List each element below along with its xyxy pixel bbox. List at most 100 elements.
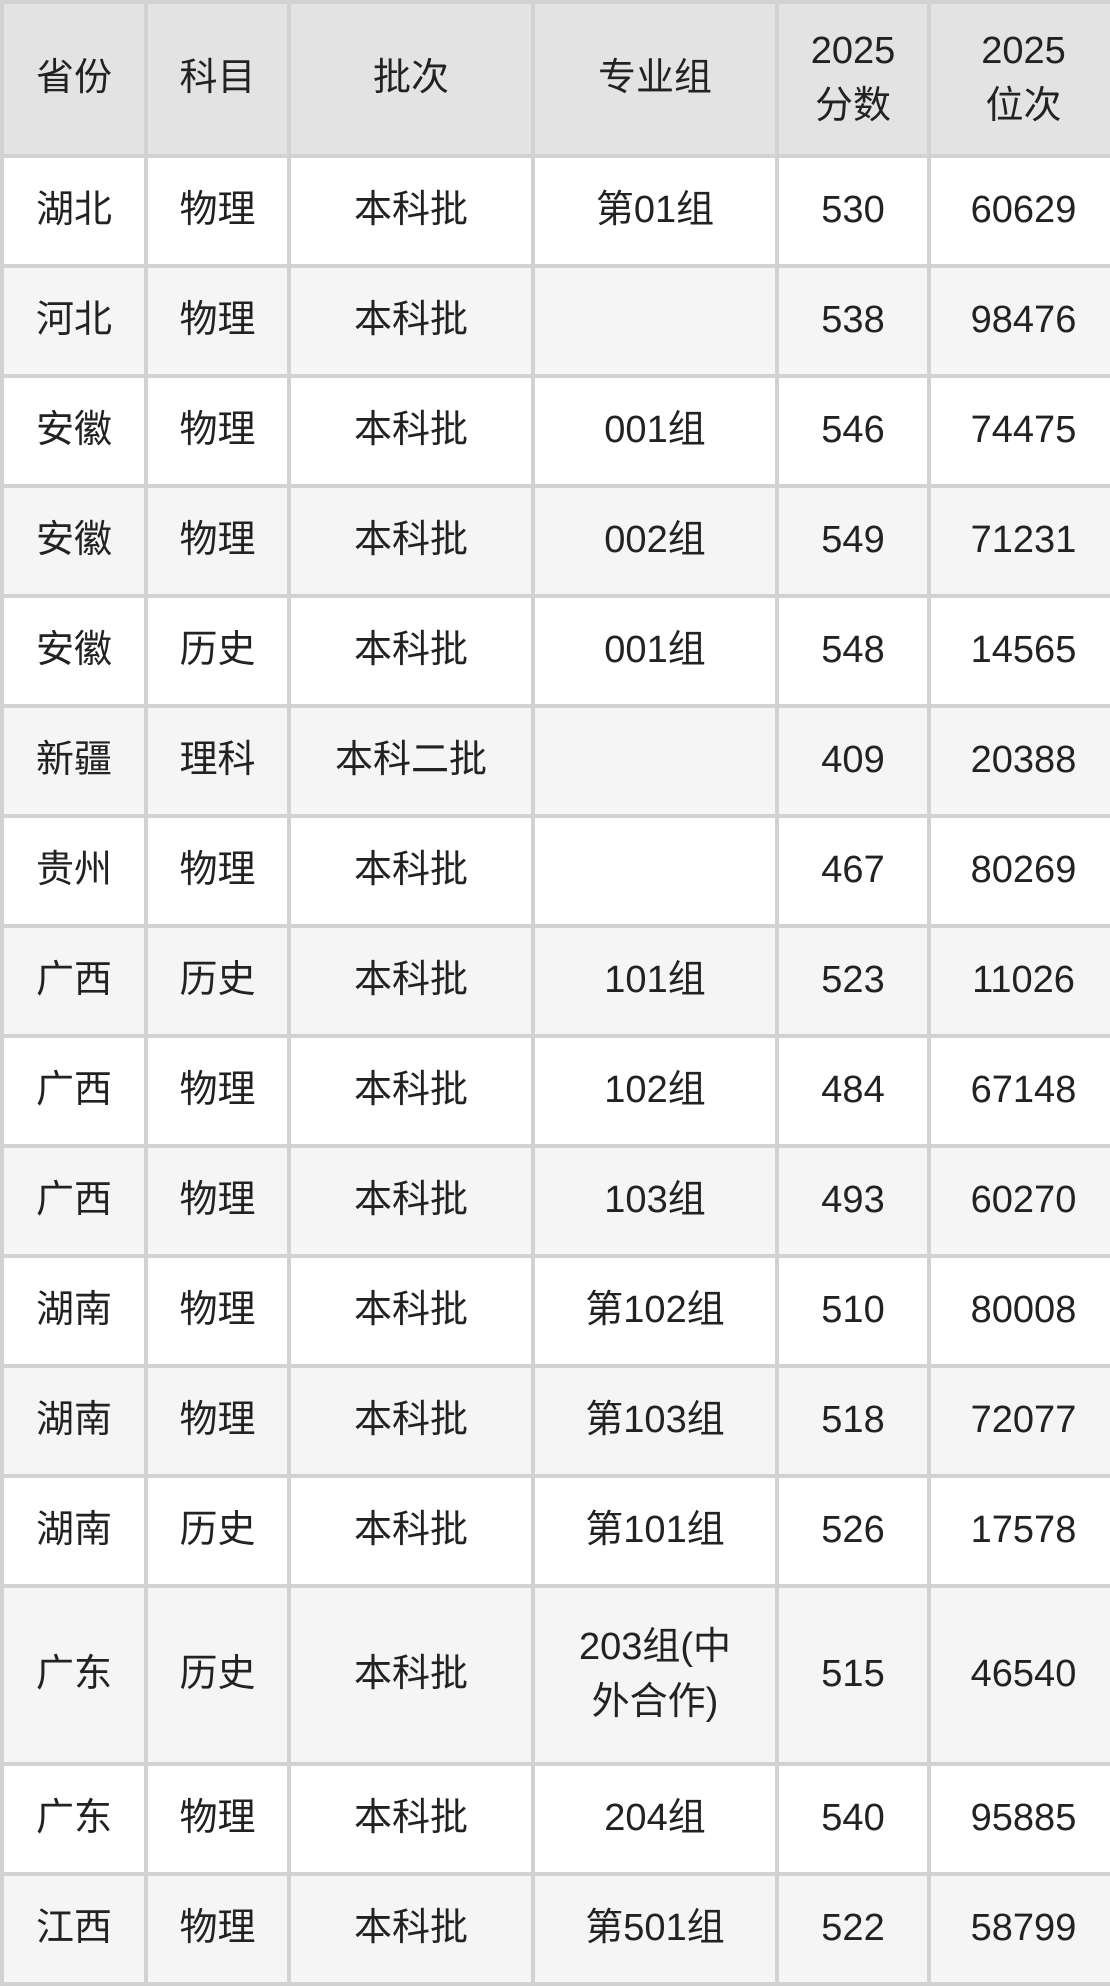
cell-batch: 本科批 <box>287 814 535 928</box>
cell-rank: 74475 <box>927 374 1110 488</box>
cell-score: 515 <box>775 1584 931 1766</box>
group-text: 第01组 <box>595 189 715 232</box>
cell-province: 贵州 <box>0 814 148 928</box>
cell-province: 安徽 <box>0 594 148 708</box>
table-row: 安徽 物理 本科批 002组 549 71231 <box>0 484 1110 598</box>
table-row: 湖南 物理 本科批 第102组 510 80008 <box>0 1254 1110 1368</box>
cell-group <box>531 704 779 818</box>
cell-batch: 本科批 <box>287 924 535 1038</box>
cell-batch: 本科批 <box>287 1474 535 1588</box>
col-header-score-line: 分数 <box>814 85 891 127</box>
table-row: 安徽 历史 本科批 001组 548 14565 <box>0 594 1110 708</box>
cell-province: 安徽 <box>0 374 148 488</box>
cell-subject: 历史 <box>144 1584 291 1766</box>
cell-subject: 物理 <box>144 1762 291 1876</box>
group-text: 第103组 <box>585 1399 725 1442</box>
cell-rank: 20388 <box>927 704 1110 818</box>
col-header-group-line: 专业组 <box>597 57 712 100</box>
table-row: 广西 历史 本科批 101组 523 11026 <box>0 924 1110 1038</box>
cell-score: 409 <box>775 704 931 818</box>
table-row: 广东 物理 本科批 204组 540 95885 <box>0 1762 1110 1876</box>
cell-subject: 历史 <box>144 594 291 708</box>
cell-group: 第102组 <box>531 1254 779 1368</box>
cell-rank: 17578 <box>927 1474 1110 1588</box>
table-row: 湖南 历史 本科批 第101组 526 17578 <box>0 1474 1110 1588</box>
cell-score: 549 <box>775 484 931 598</box>
cell-rank: 58799 <box>927 1872 1110 1986</box>
table-row: 广东 历史 本科批 203组(中外合作) 515 46540 <box>0 1584 1110 1766</box>
cell-rank: 14565 <box>927 594 1110 708</box>
cell-group: 第101组 <box>531 1474 779 1588</box>
cell-batch: 本科批 <box>287 1034 535 1148</box>
cell-province: 广西 <box>0 1034 148 1148</box>
table-row: 湖北 物理 本科批 第01组 530 60629 <box>0 154 1110 268</box>
col-header-subject-line: 科目 <box>179 57 256 100</box>
cell-province: 江西 <box>0 1872 148 1986</box>
cell-group: 101组 <box>531 924 779 1038</box>
header-row: 省份 科目 批次 专业组 2025 分数 2025 位次 <box>0 0 1110 158</box>
cell-group: 001组 <box>531 374 779 488</box>
cell-score: 518 <box>775 1364 931 1478</box>
cell-score: 523 <box>775 924 931 1038</box>
group-text: 204组 <box>604 1797 706 1840</box>
cell-score: 484 <box>775 1034 931 1148</box>
cell-group: 第01组 <box>531 154 779 268</box>
cell-subject: 物理 <box>144 1364 291 1478</box>
table-head: 省份 科目 批次 专业组 2025 分数 2025 位次 <box>0 0 1110 158</box>
cell-batch: 本科二批 <box>287 704 535 818</box>
cell-subject: 物理 <box>144 484 291 598</box>
col-header-score: 2025 分数 <box>775 0 931 158</box>
col-header-subject: 科目 <box>144 0 291 158</box>
cell-province: 湖南 <box>0 1474 148 1588</box>
col-header-batch: 批次 <box>287 0 535 158</box>
cell-group <box>531 264 779 378</box>
cell-rank: 98476 <box>927 264 1110 378</box>
cell-province: 河北 <box>0 264 148 378</box>
cell-subject: 历史 <box>144 1474 291 1588</box>
cell-group: 001组 <box>531 594 779 708</box>
cell-subject: 物理 <box>144 154 291 268</box>
group-text: 第102组 <box>585 1289 725 1332</box>
cell-group: 103组 <box>531 1144 779 1258</box>
cell-rank: 67148 <box>927 1034 1110 1148</box>
cell-province: 安徽 <box>0 484 148 598</box>
group-text: 102组 <box>604 1069 706 1112</box>
cell-batch: 本科批 <box>287 1254 535 1368</box>
cell-group: 204组 <box>531 1762 779 1876</box>
col-header-rank: 2025 位次 <box>927 0 1110 158</box>
cell-province: 新疆 <box>0 704 148 818</box>
group-text: 203组(中外合作) <box>578 1625 732 1723</box>
cell-province: 广东 <box>0 1584 148 1766</box>
cell-score: 526 <box>775 1474 931 1588</box>
cell-batch: 本科批 <box>287 1144 535 1258</box>
cell-subject: 物理 <box>144 264 291 378</box>
cell-rank: 95885 <box>927 1762 1110 1876</box>
group-text: 002组 <box>604 519 706 562</box>
table-row: 安徽 物理 本科批 001组 546 74475 <box>0 374 1110 488</box>
cell-province: 湖南 <box>0 1254 148 1368</box>
cell-score: 540 <box>775 1762 931 1876</box>
cell-score: 522 <box>775 1872 931 1986</box>
cell-subject: 理科 <box>144 704 291 818</box>
cell-score: 546 <box>775 374 931 488</box>
col-header-province-line: 省份 <box>35 57 112 100</box>
cell-province: 湖北 <box>0 154 148 268</box>
cell-group <box>531 814 779 928</box>
cell-batch: 本科批 <box>287 374 535 488</box>
cell-province: 广东 <box>0 1762 148 1876</box>
group-text: 103组 <box>604 1179 706 1222</box>
cell-score: 493 <box>775 1144 931 1258</box>
cell-score: 548 <box>775 594 931 708</box>
cell-batch: 本科批 <box>287 484 535 598</box>
group-text: 001组 <box>604 409 706 452</box>
cell-rank: 72077 <box>927 1364 1110 1478</box>
group-text: 第501组 <box>585 1907 725 1950</box>
cell-batch: 本科批 <box>287 1584 535 1766</box>
cell-score: 538 <box>775 264 931 378</box>
group-text: 001组 <box>604 629 706 672</box>
table-row: 江西 物理 本科批 第501组 522 58799 <box>0 1872 1110 1986</box>
cell-subject: 历史 <box>144 924 291 1038</box>
cell-batch: 本科批 <box>287 154 535 268</box>
cell-batch: 本科批 <box>287 594 535 708</box>
